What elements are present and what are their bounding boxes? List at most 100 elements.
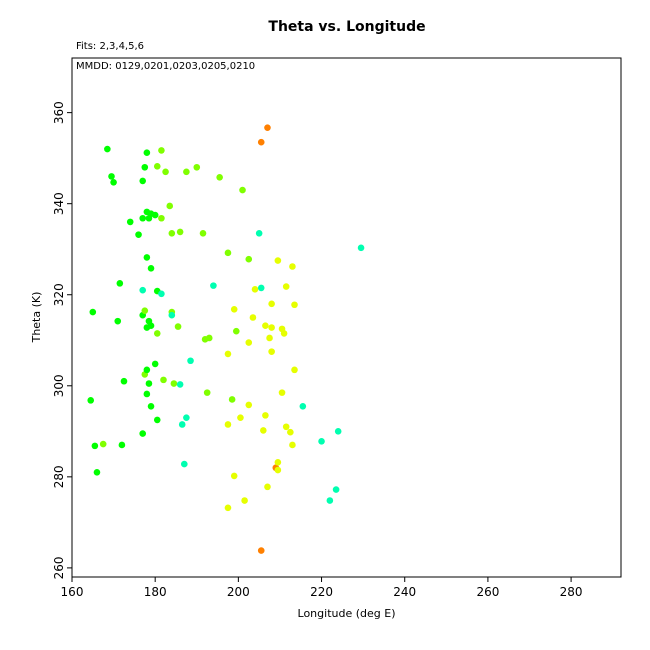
data-point	[278, 389, 286, 396]
data-point	[245, 401, 253, 409]
data-point	[334, 428, 342, 435]
data-point	[118, 441, 126, 449]
data-point	[245, 255, 253, 263]
data-point	[174, 323, 182, 330]
data-point	[260, 427, 267, 434]
data-point	[268, 300, 275, 308]
data-point	[170, 380, 178, 387]
data-point	[318, 438, 325, 445]
chart-subtitle: Fits: 2,3,4,5,6	[76, 41, 145, 52]
data-point	[291, 366, 298, 374]
data-point	[178, 421, 186, 428]
data-point	[257, 138, 265, 146]
data-point	[291, 301, 298, 309]
data-point	[143, 366, 151, 374]
data-point	[257, 284, 265, 292]
data-point	[126, 218, 134, 226]
data-point	[326, 497, 334, 504]
data-point	[199, 229, 207, 237]
data-point	[151, 360, 159, 368]
x-axis-label: Longitude (deg E)	[298, 607, 396, 620]
data-point	[262, 412, 269, 419]
y-tick-label: 260	[52, 556, 66, 579]
data-point	[224, 249, 232, 257]
data-point	[139, 286, 147, 294]
data-point	[180, 460, 188, 468]
data-point	[114, 317, 122, 325]
x-tick-label: 240	[393, 585, 416, 599]
data-point	[230, 306, 238, 313]
y-tick-label: 320	[52, 283, 66, 306]
data-point	[210, 282, 217, 289]
data-point	[143, 149, 151, 156]
data-point	[332, 486, 340, 493]
data-point	[147, 322, 155, 329]
x-tick-label: 220	[310, 585, 333, 599]
data-point	[89, 308, 97, 316]
data-point	[141, 307, 149, 314]
data-point	[153, 416, 161, 424]
data-point	[162, 168, 169, 176]
plot-annotation: MMDD: 0129,0201,0203,0205,0210	[76, 61, 255, 72]
data-point	[183, 414, 190, 421]
data-point	[282, 423, 290, 431]
data-point	[282, 283, 290, 290]
x-tick-label: 280	[560, 585, 583, 599]
data-point	[289, 263, 296, 270]
data-point	[205, 334, 213, 342]
data-point	[287, 428, 294, 436]
y-tick-label: 340	[52, 192, 66, 215]
data-point	[266, 334, 273, 342]
data-point	[147, 402, 155, 410]
x-tick-label: 260	[476, 585, 499, 599]
y-axis-label: Theta (K)	[30, 292, 43, 344]
data-point	[203, 389, 211, 396]
data-point	[93, 468, 101, 476]
x-tick-label: 200	[227, 585, 250, 599]
data-point	[257, 547, 265, 554]
data-point	[232, 327, 240, 335]
data-point	[176, 228, 184, 236]
data-point	[145, 380, 153, 387]
data-point	[264, 483, 271, 491]
data-point	[280, 330, 288, 337]
data-point	[139, 177, 147, 185]
data-point	[153, 330, 161, 337]
data-point	[176, 381, 184, 388]
data-point	[120, 377, 128, 385]
data-point	[99, 440, 107, 448]
data-point	[224, 504, 232, 512]
data-point	[193, 163, 201, 171]
data-point	[239, 186, 246, 194]
x-tick-label: 180	[144, 585, 167, 599]
data-point	[151, 211, 159, 219]
data-point	[139, 430, 147, 437]
data-point	[158, 147, 165, 154]
y-tick-label: 300	[52, 374, 66, 397]
data-point	[274, 257, 282, 264]
data-point	[143, 390, 151, 398]
data-point	[224, 421, 232, 428]
data-point	[268, 348, 275, 355]
data-point	[230, 472, 238, 480]
data-point	[262, 322, 269, 329]
data-point	[160, 376, 167, 384]
data-point	[264, 124, 271, 131]
data-point	[228, 396, 236, 403]
x-axis: 160 180 200 220 240 260 280	[61, 577, 583, 599]
y-axis: 260 280 300 320 340 360	[52, 101, 72, 579]
data-point	[299, 402, 307, 410]
data-point	[110, 178, 117, 186]
data-point	[274, 466, 282, 474]
data-point	[249, 314, 257, 321]
data-point	[241, 497, 248, 504]
data-point	[255, 229, 263, 237]
data-point	[289, 441, 296, 449]
data-point	[91, 442, 99, 450]
data-point	[147, 265, 155, 272]
y-tick-label: 360	[52, 101, 66, 124]
data-point	[108, 173, 115, 180]
data-point	[116, 280, 124, 287]
